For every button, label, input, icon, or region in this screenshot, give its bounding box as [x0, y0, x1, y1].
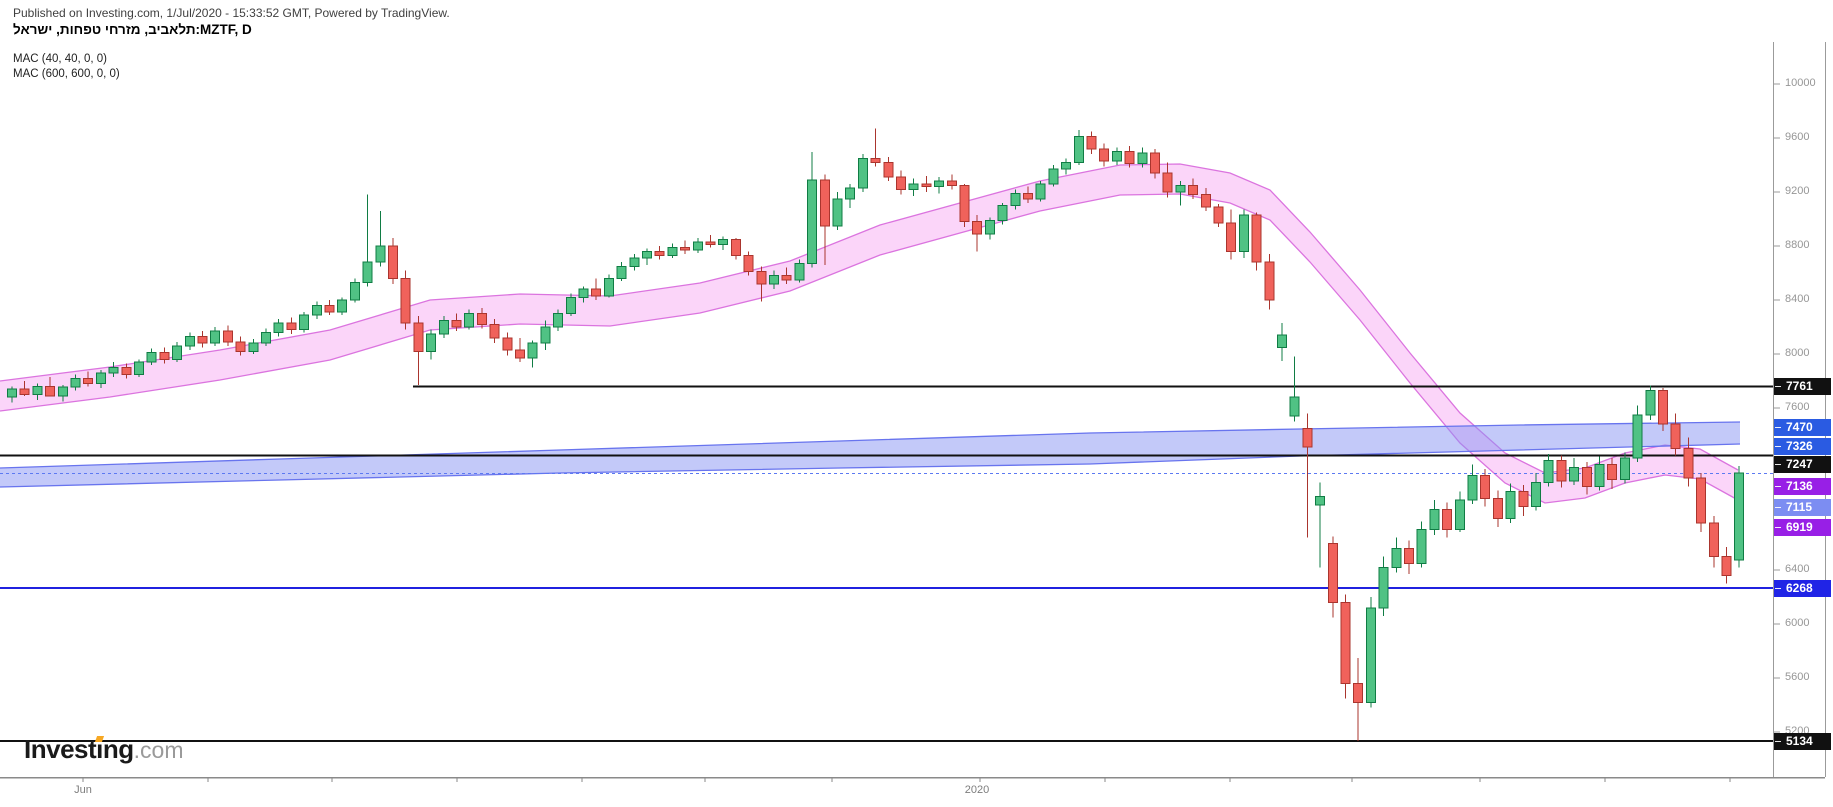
investing-logo-flame-icon: i [96, 734, 103, 764]
indicator-label-mac40: MAC (40, 40, 0, 0) [13, 53, 107, 65]
indicator-label-mac600: MAC (600, 600, 0, 0) [13, 68, 120, 80]
y-axis-label-8800: 8800 [1785, 239, 1810, 251]
price-tag-7115: 7115 [1774, 498, 1831, 516]
price-tag-7247: 7247 [1774, 455, 1831, 473]
y-axis-label-8400: 8400 [1785, 293, 1810, 305]
y-axis-label-10000: 10000 [1785, 77, 1816, 89]
published-line: Published on Investing.com, 1/Jul/2020 -… [13, 6, 450, 20]
investing-logo-text: Investing [24, 734, 134, 764]
y-axis-label-5600: 5600 [1785, 671, 1810, 683]
price-tag-7761: 7761 [1774, 377, 1831, 395]
price-tag-5134: 5134 [1774, 732, 1831, 750]
price-tag-7470: 7470 [1774, 418, 1831, 436]
y-axis-label-9200: 9200 [1785, 185, 1810, 197]
y-axis-label-6000: 6000 [1785, 617, 1810, 629]
investing-logo: Investing.com [24, 734, 184, 765]
y-axis-label-9600: 9600 [1785, 131, 1810, 143]
price-tag-6268: 6268 [1774, 579, 1831, 597]
investing-logo-com: .com [133, 737, 184, 763]
price-tag-7326: 7326 [1774, 437, 1831, 455]
x-axis-label-2020: 2020 [964, 784, 990, 796]
y-axis-label-8000: 8000 [1785, 347, 1810, 359]
y-axis-label-6400: 6400 [1785, 563, 1810, 575]
price-tag-6919: 6919 [1774, 518, 1831, 536]
price-tag-7136: 7136 [1774, 477, 1831, 495]
y-axis-label-7600: 7600 [1785, 401, 1810, 413]
axis-frame [0, 42, 1826, 782]
x-axis-label-Jun: Jun [74, 784, 92, 796]
candles [7, 128, 1745, 741]
chart-title: תלאביב, מזרחי טפחות, ישראל:MZTF, D [13, 22, 252, 37]
